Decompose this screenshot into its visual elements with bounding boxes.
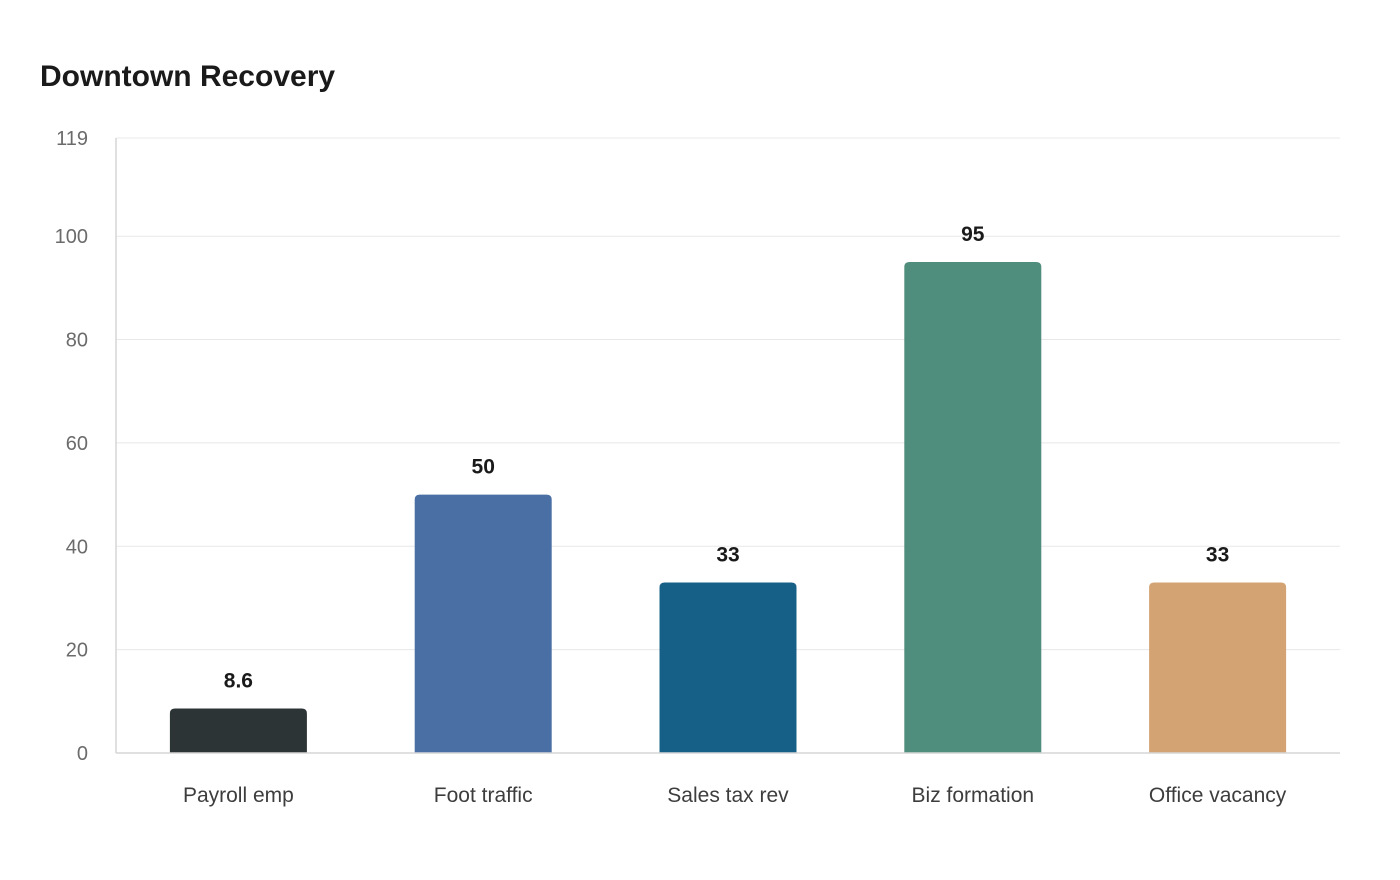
data-label: 33: [716, 543, 739, 566]
data-label: 8.6: [224, 670, 253, 693]
bar-sales-tax-rev: [659, 582, 797, 753]
x-category-label: Biz formation: [912, 784, 1035, 807]
y-tick-label: 100: [55, 226, 88, 248]
bar-biz-formation: [904, 262, 1042, 753]
y-tick-label: 60: [66, 433, 88, 455]
bar-payroll-emp: [169, 708, 307, 753]
data-labels: 8.6 50 33 95 33: [224, 223, 1229, 693]
bar-office-vacancy: [1149, 582, 1287, 753]
data-label: 95: [961, 223, 985, 246]
x-category-label: Payroll emp: [183, 784, 294, 807]
data-label: 33: [1206, 543, 1229, 566]
bars: [169, 262, 1287, 753]
y-tick-label: 40: [66, 536, 88, 558]
grid-lines: [116, 137, 1340, 651]
y-axis-ticks: 0 20 40 60 80 100 119: [55, 128, 88, 765]
chart-title: Downtown Recovery: [40, 60, 336, 93]
data-label: 50: [472, 456, 495, 479]
y-tick-label: 80: [66, 330, 88, 352]
bar-foot-traffic: [414, 494, 552, 753]
x-category-label: Foot traffic: [434, 784, 533, 807]
x-category-label: Office vacancy: [1149, 784, 1287, 807]
y-tick-label: 119: [56, 128, 88, 150]
x-axis-categories: Payroll emp Foot traffic Sales tax rev Biz …: [183, 784, 1287, 807]
y-tick-label: 0: [77, 743, 88, 765]
x-category-label: Sales tax rev: [667, 784, 789, 807]
y-tick-label: 20: [66, 640, 88, 662]
